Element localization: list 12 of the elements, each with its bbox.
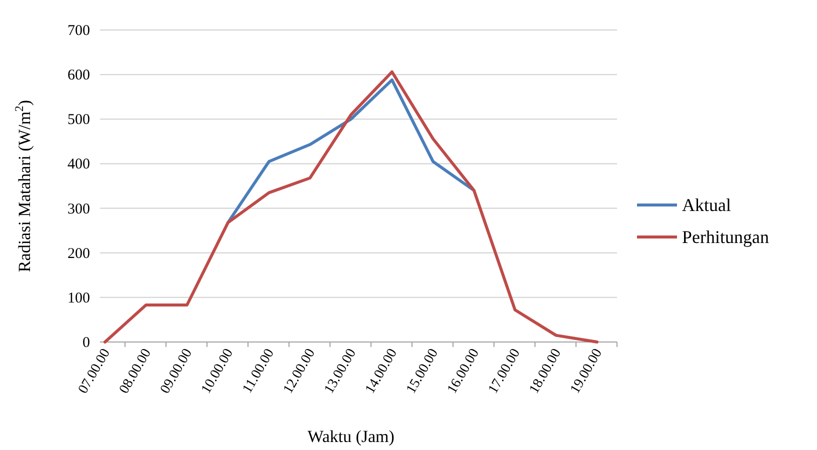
legend-label: Aktual — [682, 195, 731, 215]
y-tick-label: 300 — [68, 201, 90, 218]
x-axis-title: Waktu (Jam) — [308, 427, 394, 446]
y-tick-label: 500 — [68, 112, 90, 128]
y-tick-label: 400 — [68, 156, 90, 173]
y-tick-label: 200 — [68, 246, 90, 262]
y-tick-label: 600 — [68, 68, 90, 84]
y-tick-label: 0 — [82, 335, 90, 351]
y-tick-label: 100 — [68, 290, 90, 306]
y-tick-label: 700 — [68, 23, 90, 39]
legend-label: Perhitungan — [682, 227, 769, 247]
line-series — [104, 70, 598, 344]
